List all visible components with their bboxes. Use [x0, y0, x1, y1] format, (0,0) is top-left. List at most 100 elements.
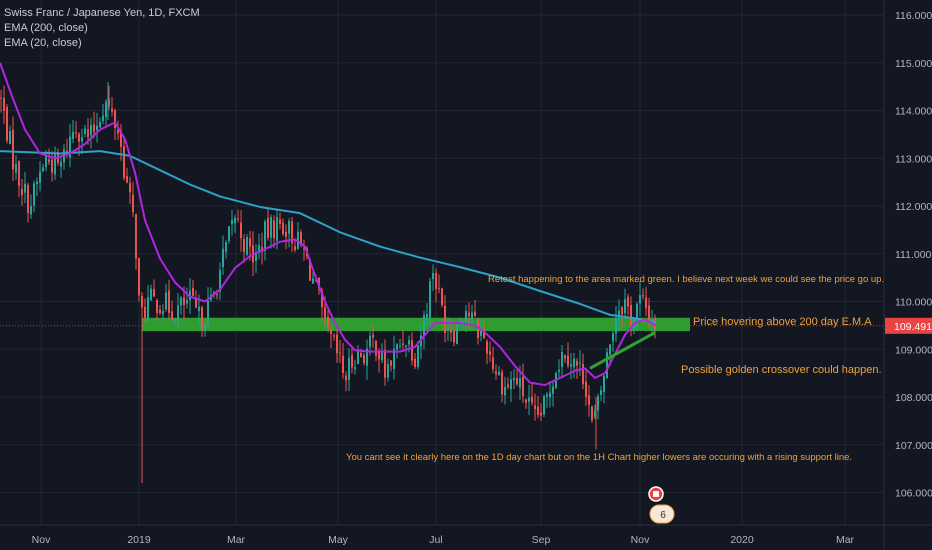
candle-body [72, 131, 74, 139]
candle-body [84, 128, 86, 134]
candle-body [87, 129, 89, 138]
candle-body [549, 392, 551, 398]
candle-body [3, 98, 5, 111]
candle-body [312, 278, 314, 284]
candle-body [147, 297, 149, 321]
candle-body [108, 98, 110, 107]
annotation-text[interactable]: You cant see it clearly here on the 1D d… [346, 452, 852, 463]
candle-body [354, 367, 356, 370]
candle-body [642, 295, 644, 297]
candle-body [153, 289, 155, 297]
candle-body [525, 399, 527, 403]
candle-body [645, 297, 647, 309]
annotation-text[interactable]: Possible golden crossover could happen. [681, 364, 882, 376]
candle-body [138, 258, 140, 296]
candle-body [522, 376, 524, 396]
candle-body [339, 352, 341, 354]
candle-body [159, 309, 161, 314]
candle-body [231, 219, 233, 225]
candle-body [285, 231, 287, 237]
last-price-tag [885, 317, 932, 334]
price-tick-label: 112.000 [895, 201, 932, 213]
candle-body [390, 360, 392, 366]
candle-body [624, 299, 626, 314]
candle-body [423, 315, 425, 336]
candle-body [255, 252, 257, 261]
candle-body [558, 369, 560, 372]
candle-body [93, 124, 95, 132]
candle-body [393, 348, 395, 369]
candle-body [78, 133, 80, 142]
candle-body [324, 307, 326, 318]
candle-body [21, 189, 23, 195]
candle-body [117, 129, 119, 134]
candle-body [204, 324, 206, 331]
candle-body [51, 159, 53, 173]
candle-body [105, 101, 107, 118]
candle-body [648, 305, 650, 320]
candle-body [639, 295, 641, 304]
candle-body [519, 378, 521, 388]
candle-body [597, 396, 599, 411]
candle-body [36, 181, 38, 185]
symbol-label[interactable]: Swiss Franc / Japanese Yen, 1D, FXCM [4, 7, 200, 19]
candle-body [591, 406, 593, 421]
price-tick-label: 108.000 [895, 392, 932, 404]
candle-body [588, 395, 590, 405]
candle-body [81, 137, 83, 142]
time-tick-label: Jul [429, 534, 442, 546]
candle-body [240, 222, 242, 239]
annotation-text[interactable]: Price hovering above 200 day E.M.A [693, 316, 872, 328]
candle-body [543, 396, 545, 415]
candle-body [177, 305, 179, 321]
chart-legend: Swiss Franc / Japanese Yen, 1D, FXCM EMA… [4, 6, 200, 51]
candle-body [45, 156, 47, 168]
candle-body [228, 226, 230, 242]
support-zone-layer [142, 317, 690, 332]
candle-body [198, 306, 200, 312]
candle-body [303, 248, 305, 250]
candle-body [429, 281, 431, 318]
price-tick-label: 106.000 [895, 488, 932, 500]
candle-body [264, 221, 266, 252]
candle-body [219, 270, 221, 292]
price-tick-label: 111.000 [895, 249, 932, 261]
candle-body [132, 194, 134, 213]
candle-body [129, 182, 131, 193]
candle-body [474, 311, 476, 317]
candle-body [426, 314, 428, 318]
time-tick-label: 2020 [730, 534, 754, 546]
candle-body [75, 132, 77, 134]
time-tick-label: Sep [532, 534, 551, 546]
annotations-layer: Retest happening to the area marked gree… [346, 274, 884, 524]
candle-body [6, 107, 8, 141]
candle-body [594, 410, 596, 418]
ema20-legend-label[interactable]: EMA (20, close) [4, 37, 82, 49]
candle-body [381, 352, 383, 361]
candle-body [291, 221, 293, 244]
candle-body [111, 108, 113, 112]
event-badge[interactable] [649, 504, 675, 524]
time-tick-label: May [328, 534, 349, 546]
candle-body [171, 311, 173, 320]
candle-body [447, 328, 449, 330]
candle-body [12, 129, 14, 170]
ema200-legend-label[interactable]: EMA (200, close) [4, 22, 88, 34]
candle-body [564, 355, 566, 359]
candle-body [216, 294, 218, 296]
candle-body [480, 330, 482, 336]
candle-body [510, 379, 512, 390]
candle-body [60, 161, 62, 167]
candle-body [336, 334, 338, 354]
candle-body [366, 348, 368, 366]
candle-body [489, 351, 491, 355]
candle-body [570, 364, 572, 367]
candle-body [330, 329, 332, 334]
candle-body [573, 358, 575, 368]
candle-body [615, 317, 617, 334]
annotation-text[interactable]: Retest happening to the area marked gree… [488, 274, 884, 285]
candle-body [399, 345, 401, 347]
